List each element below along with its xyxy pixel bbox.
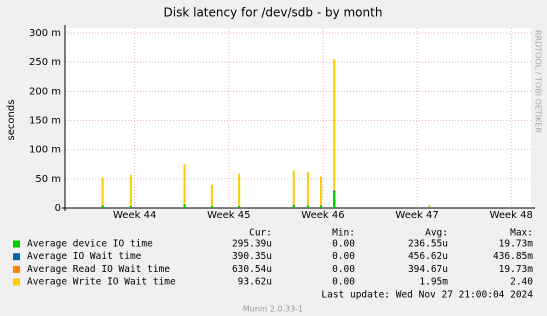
chart-title: Disk latency for /dev/sdb - by month <box>164 6 383 20</box>
legend-stat: 1.95m <box>419 277 448 288</box>
y-tick-label: 250 m <box>29 57 61 68</box>
legend-header: Min: <box>332 228 355 239</box>
legend-stat: 236.55u <box>408 239 448 250</box>
legend-stat: 630.54u <box>232 264 272 275</box>
legend-stat: 390.35u <box>232 251 272 262</box>
legend-stat: 19.73m <box>499 239 534 250</box>
spike <box>238 206 241 208</box>
spike <box>183 205 186 208</box>
spike <box>306 171 309 208</box>
y-axis-label: seconds <box>6 100 17 141</box>
y-tick-label: 150 m <box>29 116 61 127</box>
spike <box>292 170 295 208</box>
legend-stat: 394.67u <box>408 264 448 275</box>
spike <box>210 184 213 208</box>
legend-entry: Average device IO time <box>27 239 153 250</box>
legend-stat: 456.62u <box>408 251 448 262</box>
spike <box>320 176 323 208</box>
x-tick-label: Week 48 <box>490 210 533 221</box>
x-tick-label: Week 44 <box>113 210 156 221</box>
legend-entry: Average Read IO Wait time <box>27 264 170 275</box>
spike <box>210 206 213 208</box>
legend-swatch <box>13 253 20 261</box>
spike <box>129 206 132 208</box>
spike <box>183 164 186 208</box>
spike <box>320 206 323 208</box>
spike <box>333 59 336 208</box>
legend-entry: Average IO Wait time <box>27 251 142 262</box>
spike <box>428 205 431 208</box>
legend-stat: 0.00 <box>332 264 355 275</box>
legend-stat: 295.39u <box>232 239 272 250</box>
legend-header: Avg: <box>425 228 448 239</box>
spike <box>428 206 431 208</box>
legend-swatch <box>13 240 20 248</box>
legend-stat: 19.73m <box>499 264 534 275</box>
spike <box>428 207 431 208</box>
y-tick-label: 50 m <box>35 174 61 185</box>
y-tick-label: 100 m <box>29 145 61 156</box>
footer: Munin 2.0.33-1 <box>243 305 303 314</box>
side-text: RRDTOOL / TOBI OETIKER <box>534 30 543 133</box>
legend-stat: 0.00 <box>332 277 355 288</box>
legend-stat: 2.40 <box>510 277 533 288</box>
spike <box>101 177 104 208</box>
legend-stat: 0.00 <box>332 251 355 262</box>
last-update: Last update: Wed Nov 27 21:00:04 2024 <box>321 290 533 301</box>
spike <box>238 173 241 208</box>
spike <box>333 191 336 208</box>
legend-header: Max: <box>510 228 533 239</box>
plot-area <box>65 28 531 208</box>
spike <box>292 205 295 208</box>
legend-stat: 93.62u <box>238 277 272 288</box>
x-tick-label: Week 47 <box>395 210 438 221</box>
legend-swatch <box>13 265 20 273</box>
x-tick-label: Week 45 <box>207 210 250 221</box>
y-tick-label: 300 m <box>29 28 61 39</box>
spike <box>306 206 309 208</box>
legend-swatch <box>13 278 20 286</box>
legend-stat: 0.00 <box>332 239 355 250</box>
spike <box>129 174 132 208</box>
legend-entry: Average Write IO Wait time <box>27 277 176 288</box>
legend-stat: 436.85m <box>493 251 533 262</box>
y-tick-label: 200 m <box>29 86 61 97</box>
x-tick-label: Week 46 <box>301 210 344 221</box>
spike <box>101 206 104 208</box>
legend-header: Cur: <box>249 228 272 239</box>
y-tick-label: 0 <box>55 203 61 214</box>
